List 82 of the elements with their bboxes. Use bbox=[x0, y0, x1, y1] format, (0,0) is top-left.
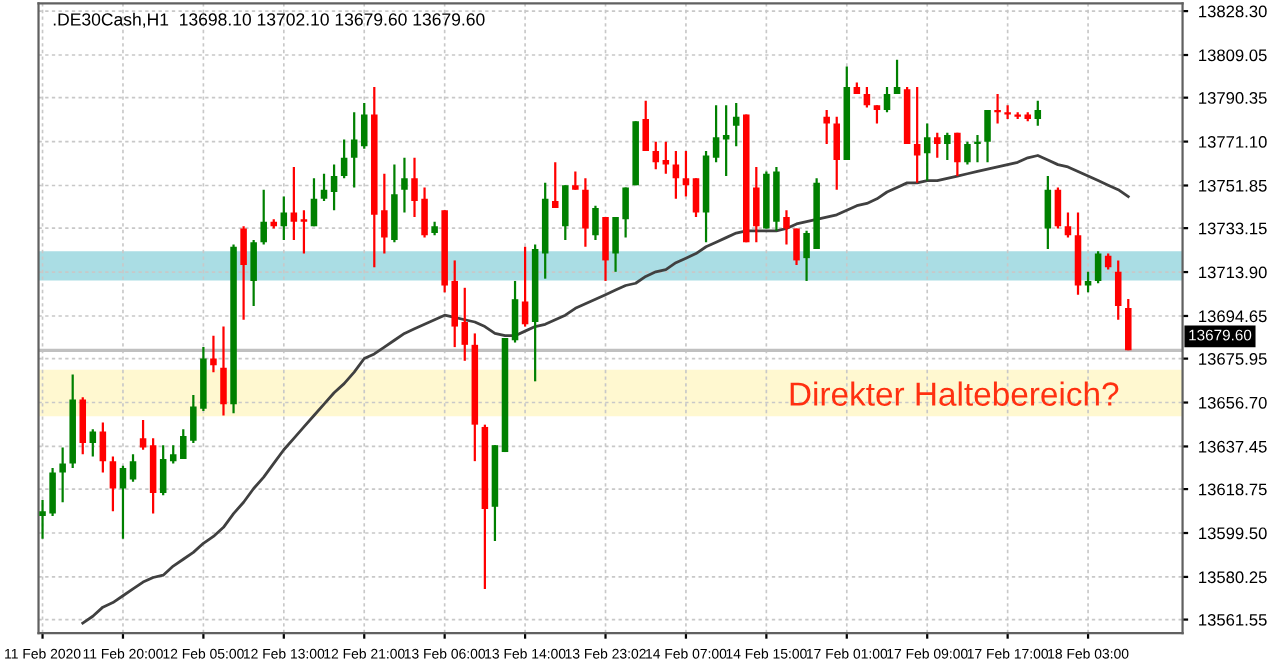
candlestick bbox=[340, 138, 348, 180]
y-tick-label: 13790.35 bbox=[1199, 92, 1267, 104]
candlestick bbox=[954, 131, 961, 178]
candlestick bbox=[330, 163, 338, 212]
chart-title: .DE30Cash,H1 13698.10 13702.10 13679.60 13679.60 bbox=[53, 12, 485, 28]
y-tick-label: 13733.15 bbox=[1199, 222, 1267, 235]
y-tick-label: 13828.30 bbox=[1199, 5, 1267, 18]
candlestick bbox=[934, 131, 941, 159]
candlestick bbox=[873, 104, 881, 125]
candlestick bbox=[119, 464, 127, 540]
candlestick bbox=[59, 446, 66, 504]
candlestick bbox=[79, 396, 87, 456]
candlestick bbox=[300, 209, 308, 255]
candlestick bbox=[692, 177, 700, 219]
annotation: Direkter Haltebereich? bbox=[790, 381, 1119, 406]
y-tick-label: 13771.10 bbox=[1199, 135, 1267, 148]
y-tick-label: 13751.85 bbox=[1199, 179, 1267, 192]
candlestick bbox=[1054, 186, 1062, 230]
candlestick bbox=[1125, 297, 1132, 352]
candlestick bbox=[1034, 99, 1042, 127]
candlestick bbox=[320, 172, 328, 203]
y-tick-label: 13637.45 bbox=[1199, 440, 1267, 453]
candlestick bbox=[602, 215, 609, 283]
y-tick-label: 13713.90 bbox=[1199, 266, 1267, 279]
y-tick-label: 13580.25 bbox=[1199, 571, 1267, 584]
candlestick bbox=[401, 156, 408, 214]
candlestick bbox=[511, 279, 519, 344]
candlestick bbox=[210, 334, 217, 374]
candlestick bbox=[310, 177, 318, 228]
candlestick bbox=[732, 101, 740, 148]
candlestick bbox=[350, 111, 358, 189]
candlestick bbox=[521, 245, 529, 328]
candlestick bbox=[893, 58, 901, 96]
candlestick bbox=[139, 418, 147, 451]
candlestick bbox=[159, 444, 167, 497]
candlestick bbox=[109, 455, 117, 513]
candlestick bbox=[883, 85, 891, 114]
candlestick bbox=[974, 133, 981, 164]
candlestick bbox=[220, 325, 227, 417]
candlestick bbox=[923, 122, 931, 182]
candlestick bbox=[461, 286, 469, 362]
y-tick-label: 13561.55 bbox=[1199, 613, 1267, 626]
candlestick bbox=[823, 108, 830, 146]
candlestick bbox=[783, 209, 790, 246]
candlestick bbox=[99, 421, 107, 474]
candlestick bbox=[662, 140, 670, 175]
candlestick bbox=[260, 188, 267, 246]
candlestick bbox=[240, 225, 247, 321]
candlestick bbox=[592, 204, 599, 242]
candlestick bbox=[1094, 250, 1102, 285]
candlestick bbox=[833, 115, 840, 191]
y-tick-label: 13656.70 bbox=[1199, 396, 1267, 409]
candlestick bbox=[682, 149, 690, 198]
candlestick bbox=[250, 238, 257, 308]
candlestick bbox=[572, 170, 579, 191]
line-series bbox=[81, 154, 1130, 625]
candlestick bbox=[722, 104, 730, 178]
y-tick-label: 13694.65 bbox=[1199, 310, 1267, 323]
candlestick bbox=[290, 165, 298, 242]
candlestick bbox=[551, 161, 559, 210]
y-tick-label: 13618.75 bbox=[1199, 483, 1267, 496]
candlestick bbox=[964, 140, 971, 166]
y-tick-label: 13599.50 bbox=[1199, 527, 1267, 540]
candlestick bbox=[169, 444, 177, 465]
candlestick bbox=[391, 163, 398, 244]
candlestick bbox=[1114, 259, 1122, 321]
candlestick bbox=[129, 453, 137, 483]
candlestick bbox=[994, 92, 1001, 125]
candlestick bbox=[944, 131, 951, 162]
y-tick-label: 13675.95 bbox=[1199, 353, 1267, 365]
candlestick bbox=[149, 437, 157, 515]
candlestick bbox=[984, 108, 991, 164]
candlestick bbox=[712, 104, 720, 164]
y-tick-label: 13809.05 bbox=[1199, 49, 1267, 62]
candlestick bbox=[1084, 270, 1092, 294]
candlestick bbox=[793, 227, 800, 267]
candlestick bbox=[562, 184, 569, 242]
candlestick bbox=[642, 99, 649, 153]
candlestick bbox=[1044, 174, 1052, 251]
candlestick bbox=[1064, 211, 1072, 239]
candlestick bbox=[360, 101, 368, 150]
candlestick bbox=[582, 177, 589, 248]
